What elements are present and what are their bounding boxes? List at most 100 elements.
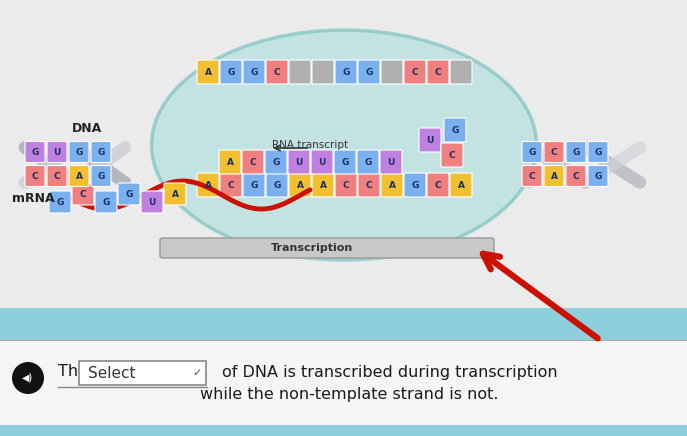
FancyBboxPatch shape [566,166,586,187]
FancyBboxPatch shape [25,166,45,187]
FancyBboxPatch shape [450,173,472,197]
Text: A: A [76,171,82,181]
FancyBboxPatch shape [118,183,140,205]
FancyBboxPatch shape [335,60,357,84]
Text: A: A [227,157,234,167]
Text: G: G [341,157,349,167]
Bar [0,340,687,436]
FancyBboxPatch shape [47,142,67,163]
Text: G: G [594,171,602,181]
Text: G: G [98,171,104,181]
Text: C: C [227,181,234,190]
Text: C: C [54,171,60,181]
Text: RNA transcript: RNA transcript [272,140,348,150]
Text: C: C [365,181,372,190]
Text: G: G [125,190,133,198]
FancyBboxPatch shape [197,60,219,84]
FancyBboxPatch shape [381,60,403,84]
FancyBboxPatch shape [91,142,111,163]
FancyBboxPatch shape [49,191,71,213]
FancyBboxPatch shape [566,142,586,163]
Text: U: U [318,157,326,167]
Text: G: G [102,198,110,207]
Text: U: U [54,147,60,157]
FancyBboxPatch shape [47,166,67,187]
Text: G: G [364,157,372,167]
Text: ◀): ◀) [23,373,34,383]
Text: C: C [551,147,557,157]
Text: DNA: DNA [72,122,102,134]
Text: G: G [365,68,372,76]
Text: U: U [295,157,303,167]
FancyBboxPatch shape [69,142,89,163]
Circle shape [12,362,44,394]
FancyBboxPatch shape [404,173,426,197]
Text: G: G [98,147,104,157]
Text: C: C [80,190,87,198]
FancyBboxPatch shape [404,60,426,84]
Text: A: A [172,190,179,198]
Text: C: C [435,181,441,190]
Text: A: A [458,181,464,190]
Text: G: G [56,198,64,207]
Text: The: The [58,364,88,379]
Text: G: G [32,147,38,157]
FancyBboxPatch shape [444,118,466,142]
Text: C: C [273,68,280,76]
FancyBboxPatch shape [265,150,287,174]
Text: U: U [427,136,433,144]
Text: while the non-template strand is not.: while the non-template strand is not. [200,388,499,402]
FancyBboxPatch shape [289,173,311,197]
Text: G: G [273,181,281,190]
FancyBboxPatch shape [522,166,542,187]
FancyBboxPatch shape [243,60,265,84]
Text: C: C [343,181,349,190]
FancyBboxPatch shape [311,150,333,174]
Text: G: G [594,147,602,157]
Bar [0,425,687,436]
Text: A: A [389,181,396,190]
Text: A: A [205,68,212,76]
FancyBboxPatch shape [160,238,494,258]
Text: C: C [449,150,455,160]
FancyBboxPatch shape [312,60,334,84]
Ellipse shape [152,30,537,260]
Text: G: G [272,157,280,167]
FancyBboxPatch shape [381,173,403,197]
FancyBboxPatch shape [25,142,45,163]
Text: A: A [319,181,326,190]
Text: G: G [528,147,536,157]
Text: U: U [148,198,156,207]
FancyBboxPatch shape [220,173,242,197]
FancyBboxPatch shape [95,191,117,213]
FancyBboxPatch shape [357,150,379,174]
FancyBboxPatch shape [266,173,288,197]
FancyBboxPatch shape [358,60,380,84]
FancyBboxPatch shape [288,150,310,174]
Text: Select: Select [88,365,135,381]
Bar [0,308,687,340]
Text: C: C [529,171,535,181]
FancyBboxPatch shape [164,183,186,205]
FancyBboxPatch shape [427,173,449,197]
Text: U: U [387,157,395,167]
Text: G: G [250,68,258,76]
FancyBboxPatch shape [544,142,564,163]
FancyBboxPatch shape [312,173,334,197]
FancyBboxPatch shape [242,150,264,174]
FancyBboxPatch shape [335,173,357,197]
FancyBboxPatch shape [91,166,111,187]
FancyBboxPatch shape [380,150,402,174]
FancyBboxPatch shape [141,191,163,213]
FancyBboxPatch shape [289,60,311,84]
FancyBboxPatch shape [588,166,608,187]
FancyBboxPatch shape [334,150,356,174]
FancyBboxPatch shape [220,60,242,84]
FancyBboxPatch shape [69,166,89,187]
Text: C: C [412,68,418,76]
Text: G: G [412,181,418,190]
FancyBboxPatch shape [243,173,265,197]
Text: G: G [451,126,459,134]
FancyBboxPatch shape [441,143,463,167]
FancyBboxPatch shape [358,173,380,197]
